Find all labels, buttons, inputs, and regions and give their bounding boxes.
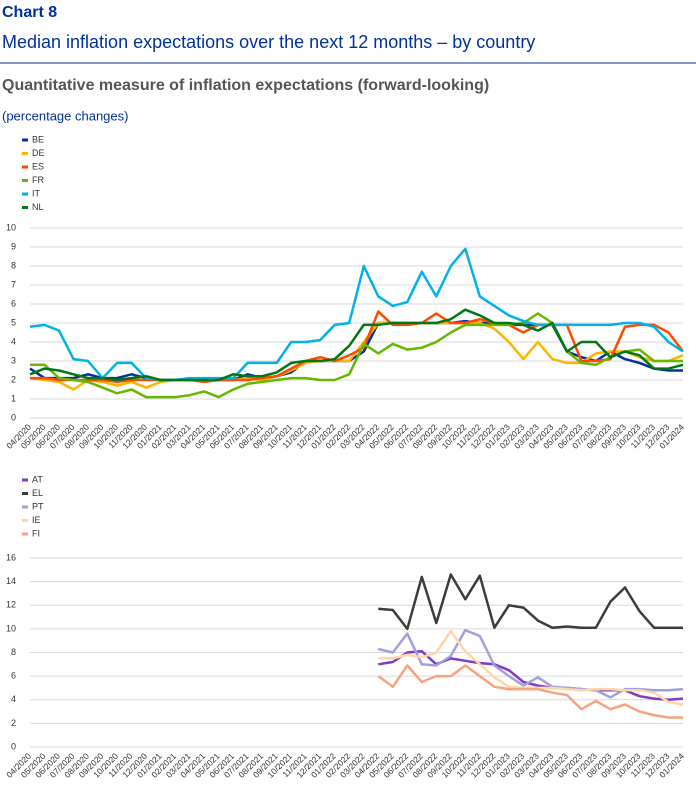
y-tick-label: 10 — [6, 222, 16, 232]
y-tick-label: 8 — [11, 647, 16, 657]
y-tick-label: 5 — [11, 317, 16, 327]
legend-label: EL — [32, 488, 43, 498]
legend-label: NL — [32, 202, 44, 212]
legend-label: FR — [32, 175, 44, 185]
y-tick-label: 16 — [6, 552, 16, 562]
legend-label: AT — [32, 474, 43, 484]
title: Median inflation expectations over the n… — [2, 32, 535, 52]
y-tick-label: 3 — [11, 355, 16, 365]
y-tick-label: 9 — [11, 241, 16, 251]
unit-note: (percentage changes) — [2, 108, 128, 123]
series-line — [29, 308, 684, 382]
series-line — [377, 664, 683, 719]
legend-label: PT — [32, 501, 44, 511]
y-tick-label: 12 — [6, 600, 16, 610]
y-tick-label: 6 — [11, 671, 16, 681]
series-line — [378, 573, 683, 631]
series-line — [29, 247, 684, 382]
y-tick-label: 1 — [11, 393, 16, 403]
legend-label: FI — [32, 528, 40, 538]
legend-label: BE — [32, 134, 44, 144]
series-line — [30, 310, 684, 384]
series-line — [378, 650, 684, 702]
y-tick-label: 10 — [6, 623, 16, 633]
y-tick-label: 14 — [6, 576, 16, 586]
legend-label: IE — [32, 515, 41, 525]
y-tick-label: 6 — [11, 298, 16, 308]
y-tick-label: 7 — [11, 279, 16, 289]
y-tick-label: 0 — [11, 741, 16, 751]
y-tick-label: 4 — [11, 336, 16, 346]
y-tick-label: 2 — [11, 718, 16, 728]
y-tick-label: 8 — [11, 260, 16, 270]
legend-label: DE — [32, 148, 45, 158]
subtitle: Quantitative measure of inflation expect… — [2, 77, 489, 94]
y-tick-label: 0 — [11, 412, 16, 422]
chart-label: Chart 8 — [2, 4, 57, 21]
series-line — [378, 629, 684, 706]
y-tick-label: 2 — [11, 374, 16, 384]
y-tick-label: 4 — [11, 694, 16, 704]
legend-label: IT — [32, 188, 41, 198]
series-line — [30, 312, 683, 399]
legend-label: ES — [32, 161, 44, 171]
